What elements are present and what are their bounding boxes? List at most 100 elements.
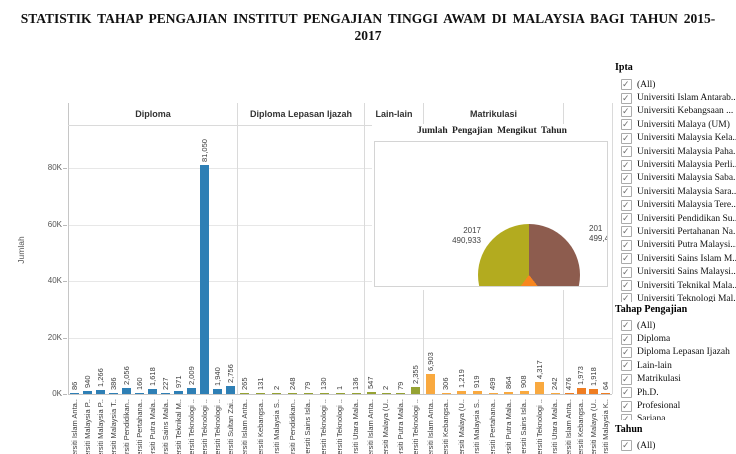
pie-chart[interactable] <box>478 224 580 286</box>
checkbox-checked[interactable]: ✓ <box>621 213 632 225</box>
checkbox-label[interactable]: Matrikulasi <box>637 374 681 385</box>
checkbox-label[interactable]: Universiti Malaysia Perli... <box>637 160 736 171</box>
bar[interactable] <box>303 393 313 394</box>
checkbox-label[interactable]: Profesional <box>637 401 681 412</box>
checkbox-checked[interactable]: ✓ <box>621 239 632 251</box>
filter-item[interactable]: ✓ Universiti Malaya (UM) <box>613 118 736 131</box>
checkbox-label[interactable]: (All) <box>637 440 656 451</box>
bar[interactable] <box>601 393 611 394</box>
bar[interactable] <box>351 393 361 394</box>
checkbox-checked[interactable]: ✓ <box>621 387 632 399</box>
checkbox-checked[interactable]: ✓ <box>621 132 632 144</box>
bar[interactable] <box>122 388 131 394</box>
bar[interactable] <box>589 389 599 394</box>
filter-item[interactable]: ✓ Lain-lain <box>613 359 736 372</box>
bar[interactable] <box>564 393 574 394</box>
checkbox-checked[interactable]: ✓ <box>621 226 632 238</box>
filter-item[interactable]: ✓ Universiti Sains Malaysi... <box>613 265 736 278</box>
bar[interactable] <box>135 393 144 394</box>
checkbox-label[interactable]: Diploma Lepasan Ijazah <box>637 347 730 358</box>
checkbox-checked[interactable]: ✓ <box>621 186 632 198</box>
bar[interactable] <box>187 388 196 394</box>
checkbox-checked[interactable]: ✓ <box>621 293 632 302</box>
checkbox-checked[interactable]: ✓ <box>621 280 632 292</box>
bar[interactable] <box>83 391 92 394</box>
checkbox-checked[interactable]: ✓ <box>621 159 632 171</box>
checkbox-checked[interactable]: ✓ <box>621 440 632 452</box>
checkbox-checked[interactable]: ✓ <box>621 199 632 211</box>
bar[interactable] <box>109 393 118 394</box>
bar[interactable] <box>411 387 421 394</box>
bar[interactable] <box>272 393 282 394</box>
checkbox-label[interactable]: Universiti Malaysia Sara... <box>637 186 736 197</box>
checkbox-checked[interactable]: ✓ <box>621 79 632 91</box>
checkbox-checked[interactable]: ✓ <box>621 146 632 158</box>
checkbox-label[interactable]: Universiti Teknologi Mal... <box>637 293 736 302</box>
filter-item[interactable]: ✓ (All) <box>613 78 736 91</box>
bar[interactable] <box>504 392 514 394</box>
filter-item[interactable]: ✓ Universiti Pendidikan Su... <box>613 212 736 225</box>
checkbox-label[interactable]: Universiti Malaysia Paha... <box>637 146 736 157</box>
checkbox-label[interactable]: (All) <box>637 79 656 90</box>
filter-item[interactable]: ✓ Universiti Malaysia Perli... <box>613 158 736 171</box>
bar[interactable] <box>288 393 298 394</box>
bar[interactable] <box>381 393 391 394</box>
bar[interactable] <box>457 391 467 394</box>
bar[interactable] <box>174 391 183 394</box>
checkbox-label[interactable]: Universiti Sains Islam M... <box>637 253 736 264</box>
bar[interactable] <box>96 390 105 394</box>
checkbox-checked[interactable]: ✓ <box>621 320 632 332</box>
bar[interactable] <box>472 391 482 394</box>
bar[interactable] <box>148 389 157 394</box>
checkbox-checked[interactable]: ✓ <box>621 92 632 104</box>
checkbox-label[interactable]: Universiti Malaysia Saba... <box>637 173 736 184</box>
checkbox-checked[interactable]: ✓ <box>621 105 632 117</box>
filter-item[interactable]: ✓ Sarjana <box>613 413 736 420</box>
checkbox-checked[interactable]: ✓ <box>621 172 632 184</box>
filter-item[interactable]: ✓ Universiti Sains Islam M... <box>613 252 736 265</box>
bar[interactable] <box>200 165 209 394</box>
checkbox-label[interactable]: Universiti Malaysia Tere... <box>637 200 736 211</box>
filter-item[interactable]: ✓ Universiti Putra Malaysi... <box>613 239 736 252</box>
bar[interactable] <box>441 393 451 394</box>
filter-item[interactable]: ✓ Diploma <box>613 332 736 345</box>
checkbox-checked[interactable]: ✓ <box>621 373 632 385</box>
checkbox-label[interactable]: Universiti Pertahanan Na... <box>637 226 736 237</box>
filter-item[interactable]: ✓ Universiti Islam Antarab... <box>613 91 736 104</box>
bar[interactable] <box>335 393 345 394</box>
checkbox-label[interactable]: Universiti Pendidikan Su... <box>637 213 736 224</box>
filter-item[interactable]: ✓ Universiti Pertahanan Na... <box>613 225 736 238</box>
bar[interactable] <box>226 386 235 394</box>
bar[interactable] <box>535 382 545 394</box>
bar[interactable] <box>366 392 376 394</box>
filter-item[interactable]: ✓ Universiti Malaysia Saba... <box>613 172 736 185</box>
checkbox-label[interactable]: Universiti Islam Antarab... <box>637 93 736 104</box>
bar[interactable] <box>161 393 170 394</box>
filter-item[interactable]: ✓ Matrikulasi <box>613 373 736 386</box>
checkbox-label[interactable]: Diploma <box>637 334 671 345</box>
checkbox-label[interactable]: (All) <box>637 320 656 331</box>
checkbox-checked[interactable]: ✓ <box>621 360 632 372</box>
checkbox-label[interactable]: Universiti Teknikal Mala... <box>637 280 736 291</box>
checkbox-checked[interactable]: ✓ <box>621 400 632 412</box>
checkbox-label[interactable]: Universiti Sains Malaysi... <box>637 267 736 278</box>
filter-item[interactable]: ✓ (All) <box>613 439 736 452</box>
bar[interactable] <box>488 393 498 394</box>
checkbox-label[interactable]: Universiti Malaya (UM) <box>637 119 730 130</box>
checkbox-label[interactable]: Universiti Kebangsaan ... <box>637 106 734 117</box>
bar[interactable] <box>240 393 250 394</box>
checkbox-checked[interactable]: ✓ <box>621 253 632 265</box>
bar[interactable] <box>256 393 266 394</box>
bar[interactable] <box>70 393 79 394</box>
filter-item[interactable]: ✓ Profesional <box>613 399 736 412</box>
checkbox-label[interactable]: Universiti Malaysia Kela... <box>637 133 736 144</box>
filter-item[interactable]: ✓ Universiti Teknologi Mal... <box>613 292 736 302</box>
filter-item[interactable]: ✓ Universiti Malaysia Paha... <box>613 145 736 158</box>
checkbox-label[interactable]: Ph.D. <box>637 387 659 398</box>
bar[interactable] <box>576 388 586 394</box>
checkbox-checked[interactable]: ✓ <box>621 346 632 358</box>
bar[interactable] <box>213 389 222 394</box>
checkbox-label[interactable]: Universiti Putra Malaysi... <box>637 240 736 251</box>
checkbox-label[interactable]: Sarjana <box>637 414 666 420</box>
checkbox-checked[interactable]: ✓ <box>621 413 632 420</box>
